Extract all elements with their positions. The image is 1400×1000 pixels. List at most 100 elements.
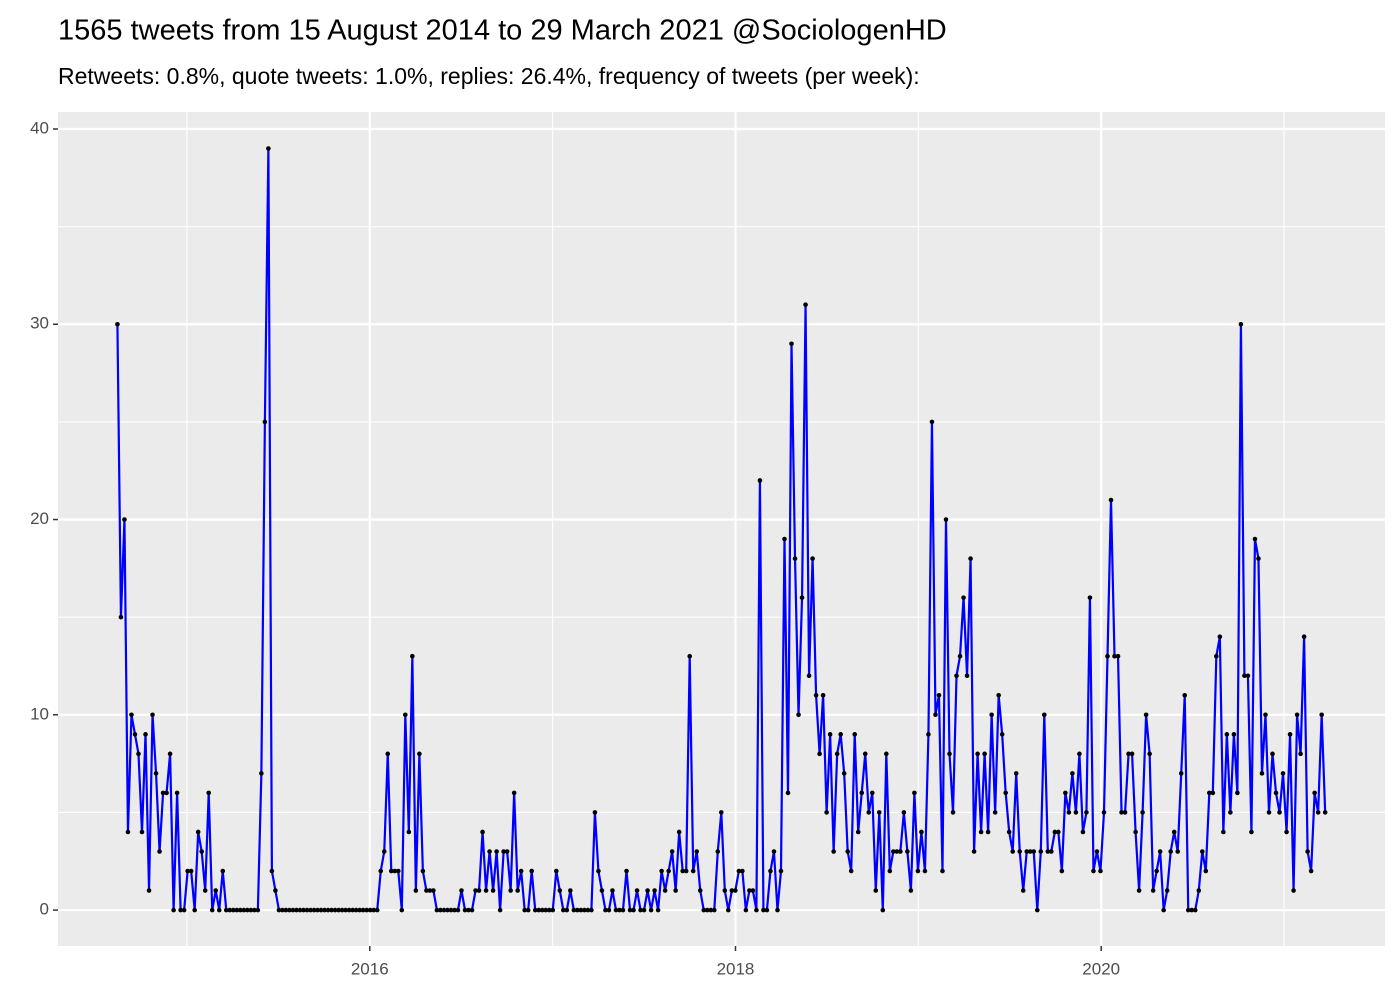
data-point [1105,653,1110,659]
data-point [294,907,299,913]
data-point [1112,653,1117,659]
data-point [1270,751,1275,757]
data-point [150,712,155,718]
data-point [476,888,482,893]
data-point [912,790,917,796]
data-point [1256,556,1261,561]
chart-subtitle: Retweets: 0.8%, quote tweets: 1.0%, repl… [58,63,920,89]
data-point [627,907,633,913]
data-point [996,692,1001,698]
data-point [550,907,556,913]
data-point [1217,634,1223,639]
data-point [1168,849,1173,854]
x-tick-label: 2016 [351,959,389,978]
data-point [315,907,320,913]
data-point [901,810,907,815]
data-point [827,732,833,737]
data-point [641,907,647,913]
data-point [143,732,148,737]
data-point [975,751,980,757]
data-point [831,849,836,854]
data-point [1242,673,1247,679]
data-point [290,907,296,913]
data-point [841,771,847,776]
data-point [606,907,612,913]
data-point [585,907,591,913]
data-point [733,888,738,893]
data-point [1101,810,1107,815]
data-point [638,907,643,913]
data-point [1312,790,1317,796]
data-point [690,868,696,874]
data-point [1031,849,1037,854]
data-point [129,712,134,718]
data-point [1231,732,1237,737]
data-point [1322,810,1328,815]
data-point [308,907,313,913]
data-point [353,907,359,913]
data-point [810,556,815,561]
data-point [1203,868,1209,874]
data-point [1308,868,1314,874]
data-point [1006,829,1012,835]
data-point [673,888,678,893]
data-point [1298,751,1303,757]
data-point [757,478,763,483]
y-tick-label: 20 [30,509,49,528]
data-point [876,810,882,815]
data-point [269,868,275,874]
data-point [438,907,443,913]
data-point [332,907,338,913]
data-point [557,888,563,893]
data-point [1140,810,1145,815]
data-point [964,673,970,679]
data-point [680,868,685,874]
data-point [683,868,689,874]
data-point [406,829,412,835]
data-point [740,868,745,874]
data-point [947,751,952,757]
data-point [564,907,570,913]
data-point [1150,888,1156,893]
data-point [989,712,994,718]
data-point [1164,888,1170,893]
data-point [578,907,584,913]
data-point [230,907,236,913]
data-point [729,888,735,893]
data-point [508,888,513,893]
data-point [1305,849,1310,854]
data-point [718,810,724,815]
data-point [146,888,152,893]
data-point [659,868,664,874]
data-point [1294,712,1300,718]
data-point [325,907,331,913]
data-point [982,751,987,757]
data-point [655,907,661,913]
data-point [441,907,447,913]
data-point [1192,907,1198,913]
data-point [1049,849,1054,854]
data-point [1080,829,1086,835]
data-point [669,849,675,854]
data-point [992,810,998,815]
data-point [1119,810,1124,815]
data-point [1020,888,1026,893]
data-point [1126,751,1131,757]
data-point [1077,751,1082,757]
data-point [1027,849,1033,854]
data-point [1052,829,1058,835]
data-point [199,849,204,854]
data-point [971,849,977,854]
data-point [968,556,973,561]
data-point [238,907,243,913]
data-point [961,595,966,600]
data-point [195,829,201,835]
data-point [424,888,429,893]
data-point [466,907,471,913]
data-point [157,849,162,854]
data-point [381,849,387,854]
data-point [1228,810,1233,815]
data-point [539,907,545,913]
data-point [1315,810,1321,815]
data-point [1259,771,1265,776]
